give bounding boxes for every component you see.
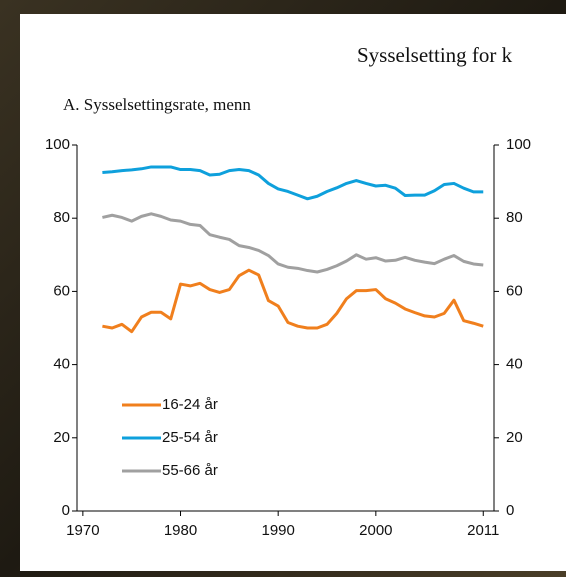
legend-label: 55-66 år [162,462,218,479]
y-tick-label: 100 [45,136,70,153]
x-tick-label: 2000 [359,522,392,539]
chart-subtitle: A. Sysselsettingsrate, menn [63,95,251,114]
y-tick-label: 60 [53,282,70,299]
y-tick-label: 40 [53,356,70,373]
x-tick-label: 1970 [66,522,99,539]
y-tick-label: 80 [53,209,70,226]
plot: 0 20 40 60 80 100 0 20 40 60 80 100 1970 1980 1990 2000… [45,136,531,539]
legend-label: 16-24 år [162,396,218,413]
y2-tick-label: 20 [506,429,523,446]
series-line [102,165,484,201]
y-tick-label: 0 [62,502,70,519]
series-line [102,268,484,334]
x-tick-label: 1980 [164,522,197,539]
y2-tick-label: 40 [506,356,523,373]
series-line [102,212,484,274]
panel [20,14,566,571]
y2-tick-label: 60 [506,282,523,299]
y-tick-label: 20 [53,429,70,446]
chart-title: Sysselsetting for k [357,43,513,67]
x-tick-label: 1990 [261,522,294,539]
y2-tick-label: 0 [506,502,514,519]
legend-label: 25-54 år [162,429,218,446]
x-tick-label: 2011 [467,522,499,539]
y2-tick-label: 100 [506,136,531,153]
y2-tick-label: 80 [506,209,523,226]
